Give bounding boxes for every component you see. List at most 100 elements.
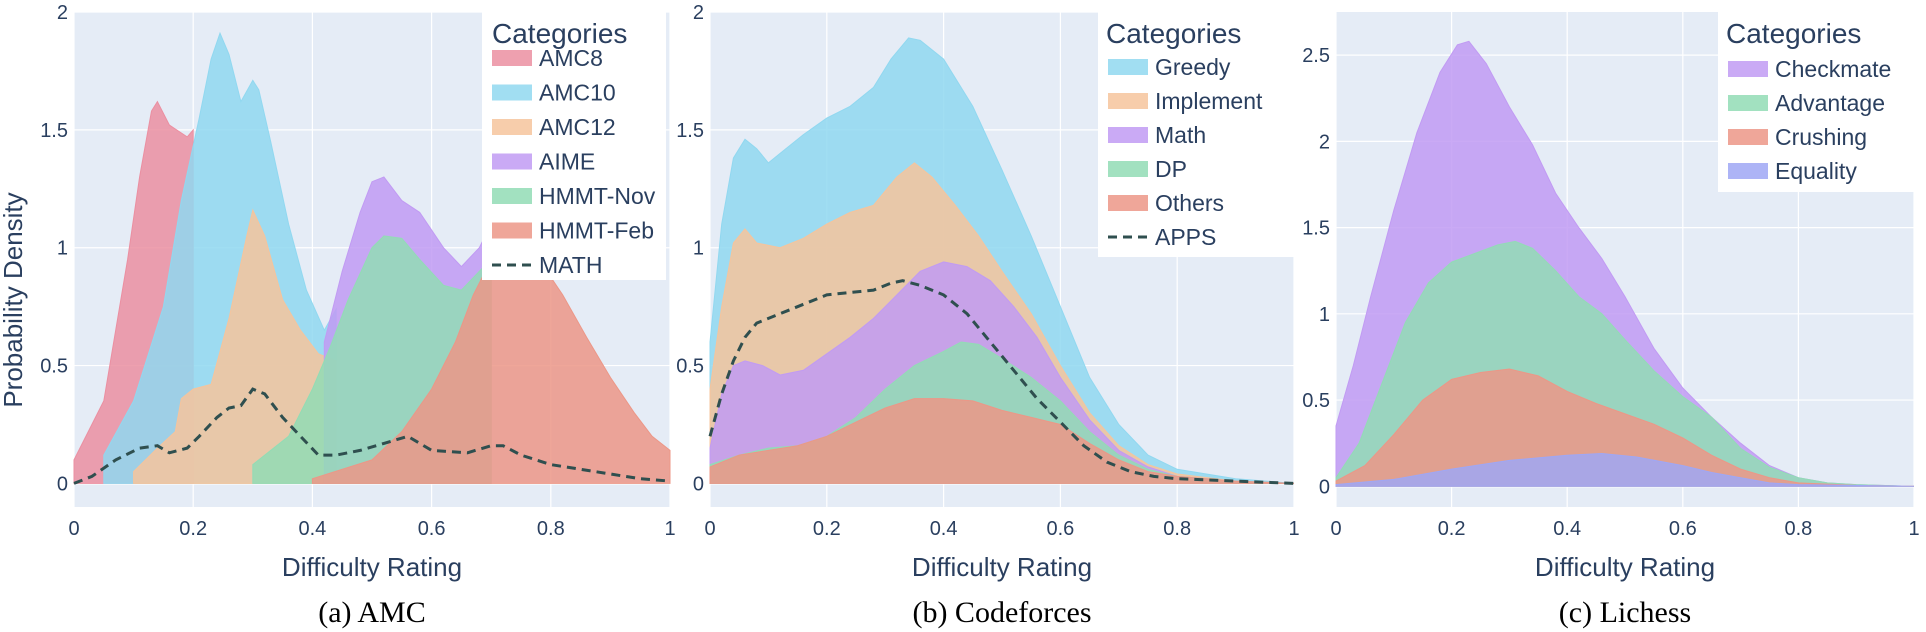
- x-tick-label: 0: [704, 518, 715, 540]
- legend-swatch: [492, 84, 532, 101]
- y-tick-label: 1.5: [676, 120, 704, 142]
- line-math: [73, 387, 671, 485]
- x-tick-label: 0.4: [1553, 518, 1581, 540]
- legend-item-hmmt-nov[interactable]: HMMT-Nov: [492, 183, 656, 209]
- legend-swatch: [492, 222, 532, 239]
- legend-item-greedy[interactable]: Greedy: [1108, 54, 1231, 80]
- legend-label: MATH: [539, 252, 602, 278]
- legend-item-dp[interactable]: DP: [1108, 156, 1187, 182]
- y-tick-label: 1: [693, 238, 704, 260]
- legend-label: AMC8: [539, 45, 603, 71]
- legend-label: DP: [1155, 156, 1187, 182]
- legend-swatch: [1728, 163, 1768, 179]
- legend-label: AMC10: [539, 80, 616, 106]
- line-apps: [708, 279, 1295, 485]
- legend-label: AMC12: [539, 114, 616, 140]
- x-axis-title: Difficulty Rating: [912, 552, 1092, 582]
- y-tick-label: 2: [57, 2, 68, 24]
- legend-swatch: [492, 119, 532, 135]
- legend-item-hmmt-feb[interactable]: HMMT-Feb: [492, 218, 654, 244]
- y-tick-label: 2: [693, 2, 704, 24]
- legend-label: Checkmate: [1775, 56, 1891, 82]
- x-tick-label: 0.8: [1784, 518, 1812, 540]
- legend-label: Others: [1155, 190, 1224, 216]
- y-tick-label: 0.5: [676, 356, 704, 378]
- legend-item-amc8[interactable]: AMC8: [492, 45, 603, 71]
- y-tick-label: 0: [693, 473, 704, 495]
- y-tick-label: 0.5: [1302, 390, 1330, 412]
- legend-title: Categories: [492, 18, 627, 49]
- panel-lichess: 0 0.2 0.4 0.6 0.8 1 0 0.5 1 1.5 2 2.5 Difficulty Rat…: [1302, 12, 1920, 629]
- legend-label: HMMT-Feb: [539, 218, 654, 244]
- y-tick-label: 0: [57, 473, 68, 495]
- x-tick-label: 0.2: [179, 518, 207, 540]
- panel-codeforces: 0 0.2 0.4 0.6 0.8 1 0 0.5 1 1.5 2 Difficulty Rating…: [676, 2, 1299, 629]
- x-tick-label: 0: [1330, 518, 1341, 540]
- y-tick-label: 1.5: [40, 120, 68, 142]
- x-tick-label: 1: [1288, 518, 1299, 540]
- legend-label: Implement: [1155, 88, 1263, 114]
- x-axis-title: Difficulty Rating: [282, 552, 462, 582]
- legend-swatch: [1108, 127, 1148, 143]
- legend-item-amc12[interactable]: AMC12: [492, 114, 616, 140]
- y-tick-label: 1.5: [1302, 218, 1330, 240]
- legend-label: HMMT-Nov: [539, 183, 656, 209]
- legend-item-equality[interactable]: Equality: [1728, 158, 1857, 184]
- x-tick-label: 0.8: [537, 518, 565, 540]
- legend-swatch: [1728, 61, 1768, 77]
- legend-item-crushing[interactable]: Crushing: [1728, 124, 1867, 150]
- x-tick-label: 0.8: [1163, 518, 1191, 540]
- legend-label: AIME: [539, 149, 595, 175]
- x-tick-label: 0: [68, 518, 79, 540]
- legend-item-apps[interactable]: APPS: [1108, 224, 1216, 250]
- legend-item-others[interactable]: Others: [1108, 190, 1224, 216]
- legend-label: APPS: [1155, 224, 1216, 250]
- legend-item-math[interactable]: Math: [1108, 122, 1206, 148]
- legend-item-checkmate[interactable]: Checkmate: [1728, 56, 1891, 82]
- area-equality: [1335, 452, 1915, 487]
- legend-label: Advantage: [1775, 90, 1885, 116]
- legend-item-implement[interactable]: Implement: [1108, 88, 1263, 114]
- y-axis-title: Probability Density: [0, 192, 28, 407]
- x-tick-label: 0.6: [418, 518, 446, 540]
- panel-amc: 0 0.2 0.4 0.6 0.8 1 0 0.5 1 1.5 2 Difficulty Rating…: [40, 2, 675, 629]
- y-tick-label: 2.5: [1302, 45, 1330, 67]
- x-tick-label: 0.4: [930, 518, 958, 540]
- y-tick-label: 0: [1319, 476, 1330, 498]
- legend-label: Greedy: [1155, 54, 1231, 80]
- legend-item-math[interactable]: MATH: [492, 252, 602, 278]
- area-crushing: [1335, 368, 1915, 487]
- legend: Categories Greedy Implement Math DP Others APP…: [1098, 12, 1294, 257]
- legend-swatch: [492, 50, 532, 66]
- legend-swatch: [1108, 161, 1148, 177]
- legend-label: Crushing: [1775, 124, 1867, 150]
- legend-swatch: [492, 188, 532, 204]
- x-tick-label: 0.2: [813, 518, 841, 540]
- legend-swatch: [492, 153, 532, 170]
- x-tick-label: 0.6: [1046, 518, 1074, 540]
- y-tick-label: 2: [1319, 131, 1330, 153]
- panel-caption: (c) Lichess: [1559, 596, 1691, 629]
- legend-swatch: [1728, 95, 1768, 111]
- legend-label: Equality: [1775, 158, 1857, 184]
- y-tick-label: 0.5: [40, 356, 68, 378]
- legend-swatch: [1108, 93, 1148, 109]
- legend-item-amc10[interactable]: AMC10: [492, 80, 616, 106]
- x-tick-label: 0.2: [1438, 518, 1466, 540]
- legend-swatch: [1108, 195, 1148, 211]
- x-tick-label: 0.6: [1669, 518, 1697, 540]
- legend-item-advantage[interactable]: Advantage: [1728, 90, 1885, 116]
- y-tick-label: 1: [57, 238, 68, 260]
- legend-title: Categories: [1106, 18, 1241, 49]
- x-axis-title: Difficulty Rating: [1535, 552, 1715, 582]
- panel-caption: (b) Codeforces: [912, 596, 1091, 629]
- legend-label: Math: [1155, 122, 1206, 148]
- legend-swatch: [1108, 59, 1148, 75]
- legend-item-aime[interactable]: AIME: [492, 149, 595, 175]
- panel-caption: (a) AMC: [318, 596, 426, 629]
- legend-swatch: [1728, 129, 1768, 145]
- y-tick-label: 1: [1319, 304, 1330, 326]
- x-tick-label: 1: [1908, 518, 1919, 540]
